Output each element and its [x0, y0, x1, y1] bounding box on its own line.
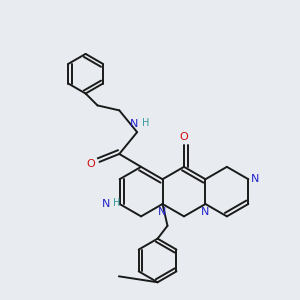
Text: H: H — [142, 118, 150, 128]
Text: N: N — [102, 199, 110, 209]
Text: N: N — [251, 174, 260, 184]
Text: N: N — [201, 207, 210, 217]
Text: N: N — [158, 207, 167, 217]
Text: O: O — [86, 159, 95, 169]
Text: O: O — [180, 132, 188, 142]
Text: N: N — [130, 119, 138, 129]
Text: H: H — [113, 198, 120, 208]
